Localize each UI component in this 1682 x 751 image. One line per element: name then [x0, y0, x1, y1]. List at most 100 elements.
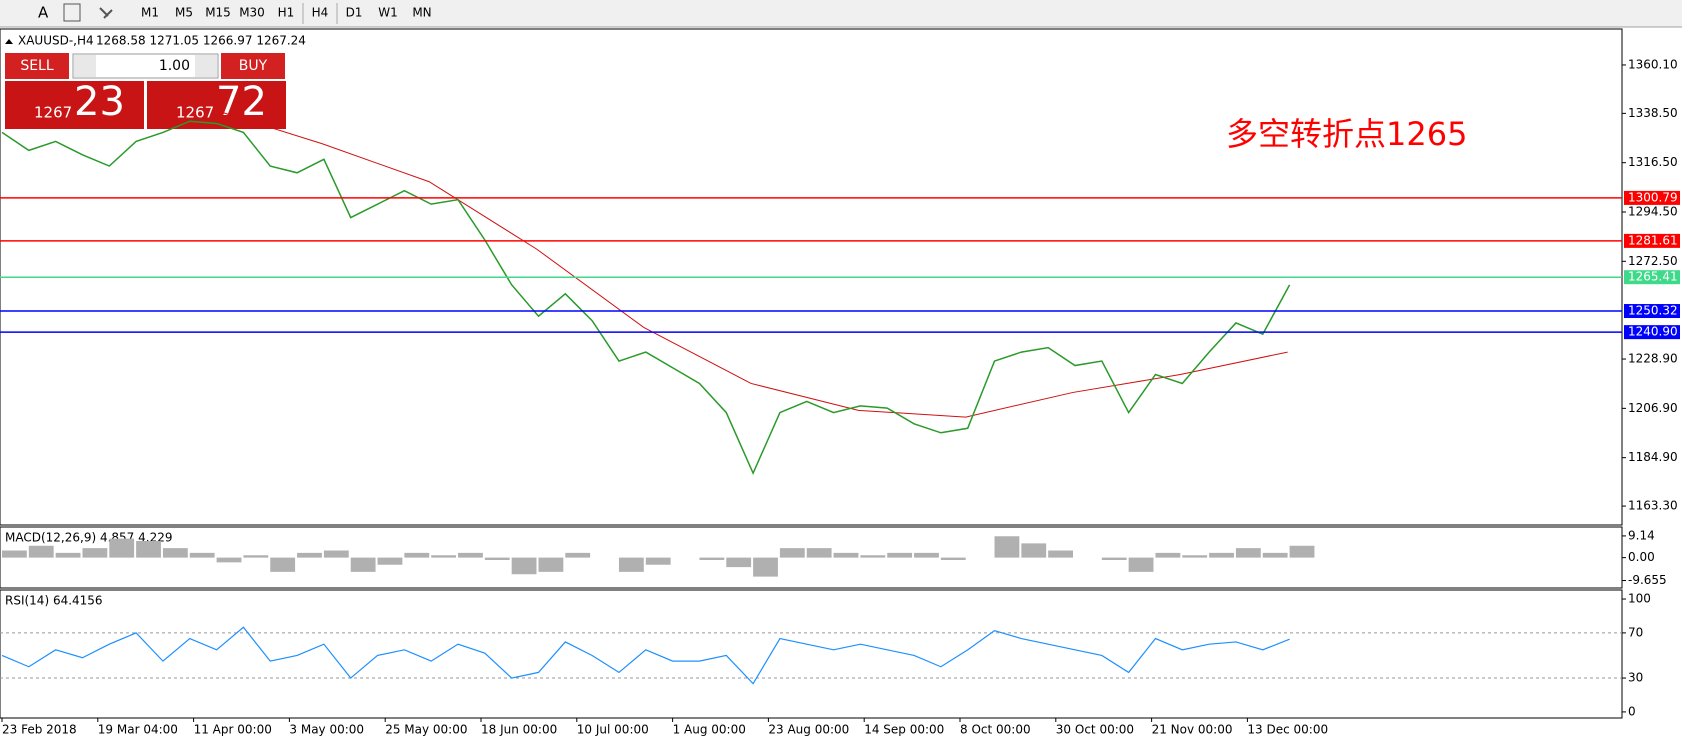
macd-bar — [431, 555, 457, 558]
date-label: 23 Feb 2018 — [2, 723, 77, 737]
rsi-tick-label: 100 — [1628, 592, 1651, 606]
lots-down[interactable] — [74, 55, 96, 77]
date-label: 25 May 00:00 — [385, 723, 467, 737]
macd-bar — [753, 557, 778, 577]
sell-points[interactable]: 23 — [74, 79, 125, 125]
trade-panel: SELL 1.00 BUY 1267 23 1267 72 — [4, 52, 286, 130]
lots-value[interactable]: 1.00 — [159, 58, 190, 74]
sell-price-box[interactable] — [5, 81, 144, 129]
price-label: 1184.90 — [1628, 450, 1678, 464]
price-label: 1316.50 — [1628, 155, 1678, 169]
price-label: 1360.10 — [1628, 57, 1678, 71]
macd-bar — [1155, 552, 1181, 558]
macd-bar — [1235, 548, 1261, 558]
rsi-line — [1, 626, 1290, 685]
text-tool[interactable]: A — [38, 4, 49, 22]
shapes-tool[interactable] — [99, 7, 113, 19]
macd-bar — [136, 541, 161, 558]
buy-label[interactable]: BUY — [239, 58, 268, 74]
macd-bar — [189, 552, 215, 558]
macd-bar — [726, 557, 752, 568]
macd-tick-label: 0.00 — [1628, 550, 1655, 564]
timeframe-button[interactable]: M30 — [239, 6, 265, 20]
rsi-tick-label: 70 — [1628, 625, 1643, 639]
timeframe-button[interactable]: H1 — [278, 6, 295, 20]
date-label: 18 Jun 00:00 — [481, 723, 557, 737]
date-label: 21 Nov 00:00 — [1152, 723, 1233, 737]
level-label-bg — [1624, 304, 1680, 319]
macd-bar — [109, 538, 135, 558]
date-label: 8 Oct 00:00 — [960, 723, 1031, 737]
timeframe-button[interactable]: M5 — [175, 6, 193, 20]
timeframe-button[interactable]: D1 — [346, 6, 363, 20]
macd-bar — [270, 557, 296, 572]
macd-bar — [1021, 543, 1047, 558]
macd-bar — [940, 557, 966, 560]
sell-label[interactable]: SELL — [20, 58, 54, 74]
symbol-arrow — [5, 39, 13, 44]
level-label: 1281.61 — [1628, 233, 1678, 247]
timeframe-button[interactable]: M15 — [205, 6, 231, 20]
macd-bar — [1128, 557, 1154, 572]
macd-bar — [1289, 545, 1315, 558]
level-label: 1240.90 — [1628, 325, 1678, 339]
level-label-bg — [1624, 233, 1680, 248]
timeframe-button[interactable]: W1 — [378, 6, 398, 20]
macd-bar — [216, 557, 242, 563]
moving-average — [214, 109, 1288, 418]
date-label: 1 Aug 00:00 — [673, 723, 746, 737]
symbol-name: XAUUSD-,H4 — [18, 34, 94, 48]
macd-bar — [55, 552, 81, 558]
macd-bar — [914, 552, 939, 558]
rsi-tick-label: 0 — [1628, 704, 1636, 718]
macd-bar — [350, 557, 376, 572]
timeframe-button[interactable]: M1 — [141, 6, 159, 20]
date-label: 19 Mar 04:00 — [98, 723, 178, 737]
date-label: 3 May 00:00 — [289, 723, 364, 737]
timeframe-button[interactable]: H4 — [312, 6, 329, 20]
price-label: 1272.50 — [1628, 254, 1678, 268]
buy-prefix[interactable]: 1267 — [176, 104, 214, 122]
macd-bar — [618, 557, 644, 572]
macd-bar — [1048, 550, 1073, 558]
macd-bar — [1101, 557, 1127, 560]
macd-bar — [699, 557, 725, 560]
macd-bar — [82, 548, 108, 558]
level-label: 1250.32 — [1628, 304, 1678, 318]
level-label: 1265.41 — [1628, 270, 1678, 284]
date-label: 14 Sep 00:00 — [864, 723, 944, 737]
price-label: 1206.90 — [1628, 401, 1678, 415]
macd-bar — [779, 548, 805, 558]
macd-bar — [297, 552, 322, 558]
rsi-frame — [0, 589, 1623, 719]
rsi-label: RSI(14) 64.4156 — [5, 594, 103, 608]
macd-bar — [404, 552, 430, 558]
macd-bar — [1209, 552, 1234, 558]
buy-button[interactable] — [221, 53, 285, 79]
macd-bar — [2, 550, 27, 558]
macd-tick-label: -9.655 — [1628, 573, 1667, 587]
buy-points[interactable]: 72 — [216, 79, 267, 125]
macd-tick-label: 9.14 — [1628, 528, 1655, 542]
date-label: 10 Jul 00:00 — [577, 723, 649, 737]
macd-bar — [377, 557, 403, 565]
price-label: 1338.50 — [1628, 106, 1678, 120]
date-label: 13 Dec 00:00 — [1247, 723, 1328, 737]
label-tool[interactable] — [63, 3, 81, 22]
sell-prefix[interactable]: 1267 — [34, 104, 72, 122]
macd-bar — [162, 548, 188, 558]
lots-input[interactable] — [72, 53, 219, 79]
buy-price-box[interactable] — [147, 81, 286, 129]
macd-bar — [806, 548, 832, 558]
macd-bar — [458, 552, 483, 558]
sell-button[interactable] — [5, 53, 69, 79]
level-label: 1300.79 — [1628, 190, 1678, 204]
timeframe-button[interactable]: MN — [412, 6, 431, 20]
macd-bar — [243, 555, 269, 558]
price-label: 1294.50 — [1628, 205, 1678, 219]
rsi-tick-label: 30 — [1628, 671, 1643, 685]
macd-bar — [1182, 555, 1208, 558]
lots-up[interactable] — [195, 55, 217, 77]
annotation: 多空转折点1265 — [1226, 115, 1467, 153]
macd-bar — [28, 545, 54, 558]
